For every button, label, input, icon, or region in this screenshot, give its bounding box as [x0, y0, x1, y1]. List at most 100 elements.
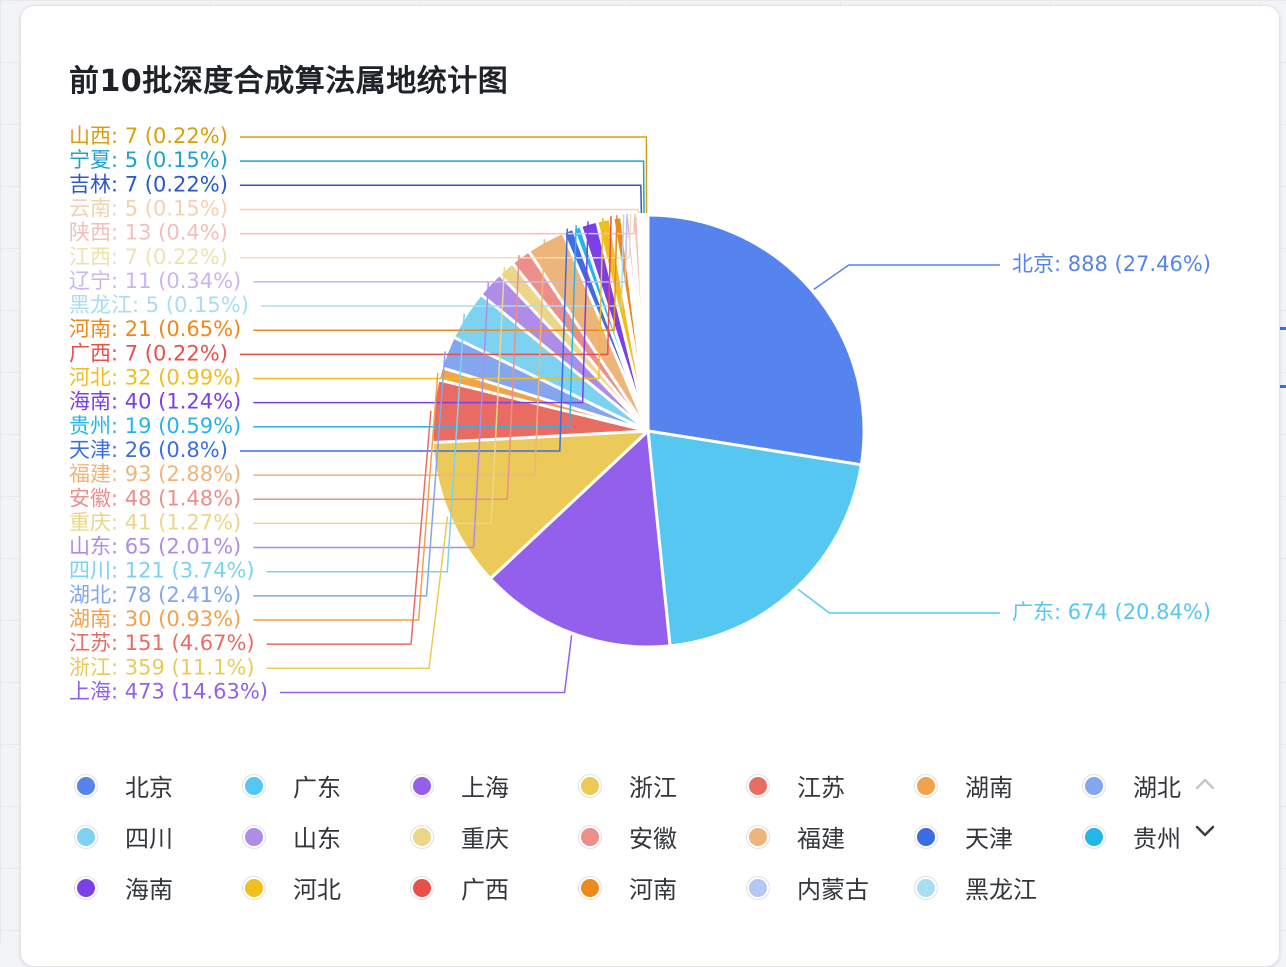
legend-color-dot	[1083, 774, 1105, 797]
legend-label: 黑龙江	[965, 876, 1037, 904]
legend-item-贵州[interactable]: 贵州	[1078, 811, 1181, 862]
legend-color-dot	[411, 825, 433, 848]
slice-label-贵州: 贵州: 19 (0.59%)	[69, 414, 241, 438]
legend-color-dot	[411, 876, 433, 899]
legend-label: 湖北	[1133, 774, 1181, 802]
legend-item-广西[interactable]: 广西	[406, 862, 509, 913]
label-leader-line	[266, 313, 465, 573]
pie-slice-山西[interactable]	[643, 213, 650, 433]
legend-item-北京[interactable]: 北京	[70, 760, 173, 811]
slice-label-重庆: 重庆: 41 (1.27%)	[69, 510, 241, 534]
legend-color-dot	[579, 876, 601, 899]
label-leader-line	[253, 221, 589, 404]
legend-item-黑龙江[interactable]: 黑龙江	[910, 862, 1037, 913]
legend-label: 福建	[797, 825, 845, 853]
scroll-marker	[1278, 327, 1286, 330]
legend-color-dot	[75, 774, 97, 797]
label-leader-line	[253, 213, 628, 283]
slice-label-广西: 广西: 7 (0.22%)	[69, 341, 228, 365]
chart-legend: 北京 广东 上海 浙江 江苏 湖南 湖北四川 山东 重庆 安徽 福建 天津 贵州海南 河北 广西 河南 内蒙古 黑…	[70, 760, 1230, 913]
legend-color-dot	[75, 876, 97, 899]
legend-label: 内蒙古	[797, 876, 869, 904]
legend-label: 浙江	[629, 774, 677, 802]
label-leader-line	[239, 208, 640, 214]
legend-item-河北[interactable]: 河北	[238, 862, 341, 913]
legend-item-福建[interactable]: 福建	[742, 811, 845, 862]
chevron-down-icon[interactable]	[1193, 819, 1217, 843]
legend-item-内蒙古[interactable]: 内蒙古	[742, 862, 869, 913]
slice-label-吉林: 吉林: 7 (0.22%)	[69, 172, 228, 196]
pie-slice-浙江[interactable]	[430, 429, 650, 581]
legend-item-浙江[interactable]: 浙江	[574, 760, 677, 811]
slice-label-上海: 上海: 473 (14.63%)	[69, 679, 268, 703]
label-leader-line	[253, 215, 618, 331]
slice-label-广东: 广东: 674 (20.84%)	[1012, 600, 1211, 624]
legend-item-江苏[interactable]: 江苏	[742, 760, 845, 811]
slice-label-黑龙江: 黑龙江: 5 (0.15%)	[69, 293, 249, 317]
label-leader-line	[280, 635, 573, 694]
label-leader-line	[239, 213, 632, 259]
pie-slice-北京[interactable]	[646, 213, 866, 467]
legend-item-安徽[interactable]: 安徽	[574, 811, 677, 862]
chart-title: 前10批深度合成算法属地统计图	[69, 64, 509, 99]
slice-label-浙江: 浙江: 359 (11.1%)	[69, 655, 255, 679]
legend-label: 广东	[293, 774, 341, 802]
legend-label: 上海	[461, 774, 509, 802]
legend-row: 海南 河北 广西 河南 内蒙古 黑龙江	[70, 862, 1230, 913]
slice-label-安徽: 安徽: 48 (1.48%)	[69, 486, 241, 510]
legend-color-dot	[915, 876, 937, 899]
label-leader-line	[813, 264, 1000, 291]
legend-item-广东[interactable]: 广东	[238, 760, 341, 811]
legend-color-dot	[915, 774, 937, 797]
legend-color-dot	[411, 774, 433, 797]
label-leader-line	[239, 184, 643, 214]
legend-row: 北京 广东 上海 浙江 江苏 湖南 湖北	[70, 760, 1230, 811]
legend-label: 湖南	[965, 774, 1013, 802]
slice-label-海南: 海南: 40 (1.24%)	[69, 390, 241, 414]
slice-label-湖北: 湖北: 78 (2.41%)	[69, 583, 241, 607]
pie-slice-广东[interactable]	[646, 429, 863, 648]
pie-slice-上海[interactable]	[488, 429, 672, 649]
label-leader-line	[239, 228, 569, 452]
legend-color-dot	[579, 825, 601, 848]
label-leader-line	[797, 588, 1000, 614]
legend-label: 河南	[629, 876, 677, 904]
legend-color-dot	[747, 774, 769, 797]
legend-color-dot	[75, 825, 97, 848]
legend-label: 重庆	[461, 825, 509, 853]
label-leader-line	[253, 225, 577, 428]
slice-label-山东: 山东: 65 (2.01%)	[69, 535, 241, 559]
legend-item-四川[interactable]: 四川	[70, 811, 173, 862]
slice-label-宁夏: 宁夏: 5 (0.15%)	[69, 148, 228, 172]
slice-label-福建: 福建: 93 (2.88%)	[69, 462, 241, 486]
legend-item-海南[interactable]: 海南	[70, 862, 173, 913]
label-leader-line	[253, 373, 439, 621]
legend-item-山东[interactable]: 山东	[238, 811, 341, 862]
legend-label: 四川	[125, 825, 173, 853]
legend-item-湖南[interactable]: 湖南	[910, 760, 1013, 811]
slice-label-陕西: 陕西: 13 (0.4%)	[69, 221, 228, 245]
legend-color-dot	[747, 825, 769, 848]
legend-item-湖北[interactable]: 湖北	[1078, 760, 1181, 811]
legend-label: 北京	[125, 774, 173, 802]
legend-label: 山东	[293, 825, 341, 853]
label-leader-line	[239, 216, 612, 356]
slice-label-云南: 云南: 5 (0.15%)	[69, 196, 228, 220]
slice-label-北京: 北京: 888 (27.46%)	[1012, 252, 1211, 276]
label-leader-line	[266, 516, 449, 670]
chevron-up-icon[interactable]	[1193, 772, 1217, 796]
label-leader-line	[253, 282, 490, 549]
legend-item-天津[interactable]: 天津	[910, 811, 1013, 862]
label-leader-line	[253, 351, 446, 597]
legend-color-dot	[579, 774, 601, 797]
label-leader-line	[239, 213, 636, 235]
label-leader-line	[253, 255, 520, 500]
label-leader-line	[239, 160, 645, 214]
legend-item-重庆[interactable]: 重庆	[406, 811, 509, 862]
legend-item-河南[interactable]: 河南	[574, 862, 677, 913]
legend-item-上海[interactable]: 上海	[406, 760, 509, 811]
label-leader-line	[253, 266, 506, 525]
scroll-marker	[1278, 385, 1286, 388]
legend-color-dot	[915, 825, 937, 848]
legend-color-dot	[243, 876, 265, 899]
